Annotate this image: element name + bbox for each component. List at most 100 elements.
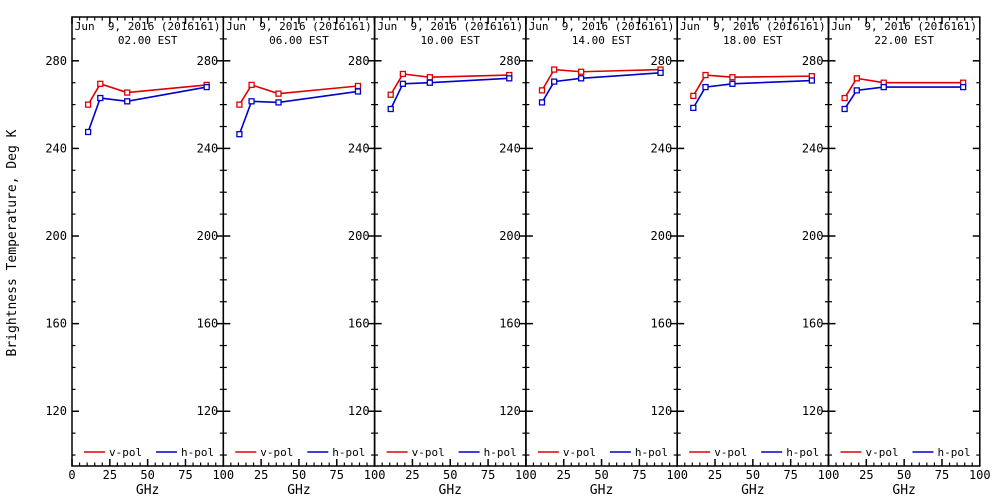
y-tick-label: 280 — [499, 54, 521, 68]
panel-title-time: 06.00 EST — [269, 34, 329, 47]
x-tick-label: 100 — [666, 468, 688, 482]
y-tick-label: 160 — [802, 317, 824, 331]
v-pol-marker — [275, 90, 282, 97]
panel-14.00: 25 50 75 100 120 160 200 240 280 Jun 9, 2016 (201… — [499, 16, 688, 498]
legend-vpol-label: v-pol — [714, 446, 747, 459]
y-tick-label: 160 — [499, 317, 521, 331]
v-pol-marker — [690, 92, 697, 99]
h-pol-line — [541, 72, 661, 103]
y-tick-label: 200 — [45, 229, 67, 243]
h-pol-marker — [538, 99, 546, 106]
y-tick-label: 200 — [197, 229, 219, 243]
panel-02.00: 0 25 50 75 100 120 160 200 240 280 Jun 9, 2016 (20… — [45, 16, 234, 498]
h-pol-marker — [399, 80, 407, 87]
v-pol-marker — [248, 81, 255, 89]
x-axis-title: GHz — [439, 483, 462, 498]
h-pol-marker — [203, 83, 210, 91]
legend-hpol-label: h-pol — [181, 446, 214, 459]
h-pol-marker — [702, 83, 709, 91]
v-pol-line — [238, 83, 359, 106]
panel-title-date: Jun 9, 2016 (2016161) — [377, 20, 523, 33]
h-pol-marker — [808, 77, 816, 84]
v-pol-line — [87, 82, 207, 106]
y-tick-label: 200 — [802, 229, 824, 243]
legend-hpol-label: h-pol — [938, 446, 971, 459]
legend-vpol-label: v-pol — [563, 446, 596, 459]
y-tick-label: 240 — [499, 141, 521, 155]
h-pol-line — [843, 86, 964, 110]
panel-22.00: 25 50 75 100 120 160 200 240 280 Jun 9, 2016 (201… — [802, 16, 991, 498]
h-pol-marker — [841, 105, 848, 113]
h-pol-line — [389, 77, 510, 110]
y-tick-label: 120 — [197, 404, 219, 418]
y-tick-label: 160 — [651, 317, 673, 331]
v-pol-marker — [841, 94, 848, 102]
x-tick-label: 50 — [292, 468, 306, 482]
legend-vpol-label: v-pol — [866, 446, 899, 459]
panel-title-date: Jun 9, 2016 (2016161) — [680, 20, 826, 33]
x-tick-label: 100 — [364, 468, 386, 482]
y-tick-label: 120 — [45, 404, 67, 418]
y-tick-label: 240 — [197, 141, 219, 155]
y-tick-label: 280 — [197, 54, 219, 68]
h-pol-marker — [84, 128, 92, 136]
v-pol-marker — [236, 101, 243, 108]
legend-hpol-label: h-pol — [332, 446, 365, 459]
x-tick-label: 25 — [405, 468, 419, 482]
v-pol-marker — [124, 89, 131, 96]
x-tick-label: 0 — [68, 468, 75, 482]
x-axis-title: GHz — [590, 483, 613, 498]
y-tick-label: 240 — [802, 141, 824, 155]
v-pol-line — [692, 74, 812, 97]
x-tick-label: 50 — [594, 468, 608, 482]
y-tick-label: 120 — [499, 404, 521, 418]
y-tick-label: 200 — [651, 229, 673, 243]
panel-title-date: Jun 9, 2016 (2016161) — [831, 20, 977, 33]
x-tick-label: 100 — [969, 468, 991, 482]
panel-10.00: 25 50 75 100 120 160 200 240 280 Jun 9, 2016 (201… — [348, 16, 537, 498]
y-tick-label: 120 — [651, 404, 673, 418]
h-pol-marker — [729, 80, 736, 87]
y-tick-label: 160 — [45, 317, 67, 331]
y-tick-label: 280 — [651, 54, 673, 68]
x-tick-label: 75 — [935, 468, 949, 482]
h-pol-marker — [960, 83, 967, 91]
legend-vpol-label: v-pol — [109, 446, 142, 459]
v-pol-marker — [387, 91, 394, 98]
panel-title-date: Jun 9, 2016 (2016161) — [226, 20, 372, 33]
x-tick-label: 50 — [746, 468, 760, 482]
x-tick-label: 75 — [481, 468, 495, 482]
x-tick-label: 25 — [708, 468, 722, 482]
h-pol-marker — [506, 75, 513, 82]
x-tick-label: 25 — [103, 468, 117, 482]
h-pol-marker — [124, 98, 131, 105]
v-pol-marker — [354, 82, 362, 90]
h-pol-line — [692, 79, 812, 109]
x-tick-label: 75 — [783, 468, 797, 482]
y-tick-label: 240 — [45, 141, 67, 155]
panel-title-time: 14.00 EST — [572, 34, 632, 47]
legend-hpol-label: h-pol — [786, 446, 819, 459]
x-tick-label: 50 — [897, 468, 911, 482]
panel-title-time: 18.00 EST — [723, 34, 783, 47]
y-tick-label: 240 — [348, 141, 370, 155]
y-tick-label: 160 — [348, 317, 370, 331]
v-pol-marker — [399, 70, 407, 78]
y-tick-label: 200 — [348, 229, 370, 243]
v-pol-marker — [577, 68, 585, 75]
h-pol-marker — [387, 105, 394, 113]
panels-group: 0 25 50 75 100 120 160 200 240 280 Jun 9, 2016 (20… — [45, 16, 991, 498]
y-tick-label: 160 — [197, 317, 219, 331]
v-pol-marker — [551, 66, 558, 73]
h-pol-marker — [880, 83, 887, 91]
panel-18.00: 25 50 75 100 120 160 200 240 280 Jun 9, 2016 (201… — [651, 16, 839, 498]
v-pol-marker — [729, 74, 736, 81]
v-pol-marker — [853, 75, 860, 82]
panel-title-date: Jun 9, 2016 (2016161) — [75, 20, 221, 33]
h-pol-marker — [236, 131, 243, 138]
y-tick-label: 280 — [45, 54, 67, 68]
h-pol-marker — [577, 75, 585, 82]
v-pol-marker — [426, 74, 433, 81]
